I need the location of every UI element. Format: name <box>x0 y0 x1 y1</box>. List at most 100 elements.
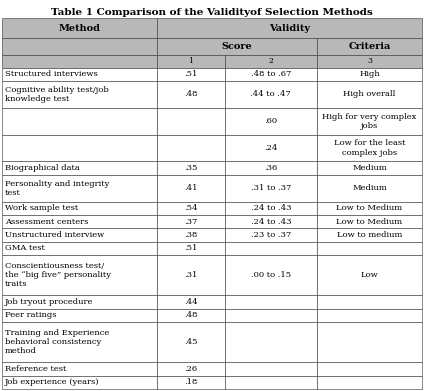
Bar <box>157 228 225 242</box>
Bar <box>317 135 422 161</box>
Bar <box>157 295 225 308</box>
Bar <box>225 362 317 376</box>
Bar <box>225 322 317 362</box>
Bar <box>2 135 157 161</box>
Bar <box>2 18 157 38</box>
Bar <box>157 18 422 38</box>
Text: .36: .36 <box>264 164 277 172</box>
Bar <box>2 215 157 228</box>
Text: .31 to .37: .31 to .37 <box>251 184 291 192</box>
Text: .00 to .15: .00 to .15 <box>251 271 291 279</box>
Bar <box>157 68 225 81</box>
Bar <box>2 322 157 362</box>
Text: Unstructured interview: Unstructured interview <box>5 231 104 239</box>
Bar <box>157 81 225 108</box>
Bar <box>225 295 317 308</box>
Text: Validity: Validity <box>269 24 310 33</box>
Bar <box>225 376 317 389</box>
Bar <box>157 161 225 175</box>
Text: .60: .60 <box>264 117 277 125</box>
Text: Low for the least
complex jobs: Low for the least complex jobs <box>334 140 405 157</box>
Bar <box>225 255 317 295</box>
Bar <box>2 38 157 55</box>
Bar <box>317 228 422 242</box>
Bar <box>2 81 157 108</box>
Bar <box>157 215 225 228</box>
Bar <box>2 202 157 215</box>
Bar <box>2 68 157 81</box>
Bar <box>317 175 422 202</box>
Bar <box>157 362 225 376</box>
Bar <box>157 308 225 322</box>
Bar <box>317 81 422 108</box>
Text: Training and Experience
behavioral consistency
method: Training and Experience behavioral consi… <box>5 329 109 355</box>
Bar <box>2 308 157 322</box>
Text: .45: .45 <box>184 338 198 346</box>
Bar <box>317 108 422 135</box>
Bar <box>225 55 317 68</box>
Text: .37: .37 <box>184 218 198 226</box>
Bar <box>225 161 317 175</box>
Text: .54: .54 <box>184 204 198 212</box>
Bar <box>225 202 317 215</box>
Text: Table 1 Comparison of the Validityof Selection Methods: Table 1 Comparison of the Validityof Sel… <box>51 8 373 17</box>
Text: .41: .41 <box>184 184 198 192</box>
Bar <box>2 161 157 175</box>
Text: .48: .48 <box>184 90 198 99</box>
Bar <box>157 108 225 135</box>
Bar <box>157 202 225 215</box>
Text: .44 to .47: .44 to .47 <box>251 90 291 99</box>
Text: Personality and integrity
test: Personality and integrity test <box>5 179 109 197</box>
Text: Low to Medium: Low to Medium <box>336 204 402 212</box>
Bar <box>2 376 157 389</box>
Text: Medium: Medium <box>352 164 387 172</box>
Bar <box>2 255 157 295</box>
Text: 1: 1 <box>189 57 193 65</box>
Bar <box>225 308 317 322</box>
Text: .24 to .43: .24 to .43 <box>251 204 291 212</box>
Text: Low to Medium: Low to Medium <box>336 218 402 226</box>
Text: Job tryout procedure: Job tryout procedure <box>5 298 93 306</box>
Bar <box>157 55 225 68</box>
Bar <box>157 175 225 202</box>
Text: .18: .18 <box>184 378 198 386</box>
Bar <box>225 242 317 255</box>
Text: .51: .51 <box>184 70 198 79</box>
Bar <box>225 68 317 81</box>
Bar <box>317 362 422 376</box>
Text: Low to medium: Low to medium <box>337 231 402 239</box>
Text: Low: Low <box>361 271 378 279</box>
Bar <box>225 215 317 228</box>
Text: Criteria: Criteria <box>348 42 391 51</box>
Text: .26: .26 <box>184 365 198 373</box>
Bar <box>157 242 225 255</box>
Bar <box>317 38 422 55</box>
Bar <box>317 161 422 175</box>
Text: High: High <box>359 70 380 79</box>
Text: .51: .51 <box>184 244 198 253</box>
Bar <box>2 362 157 376</box>
Text: High overall: High overall <box>343 90 396 99</box>
Bar <box>317 202 422 215</box>
Text: Biographical data: Biographical data <box>5 164 80 172</box>
Bar <box>317 308 422 322</box>
Bar <box>225 175 317 202</box>
Text: 2: 2 <box>268 57 273 65</box>
Bar <box>2 175 157 202</box>
Bar <box>225 228 317 242</box>
Bar <box>157 376 225 389</box>
Bar <box>317 215 422 228</box>
Text: Score: Score <box>222 42 253 51</box>
Text: .24: .24 <box>264 144 277 152</box>
Bar <box>317 242 422 255</box>
Bar <box>2 108 157 135</box>
Text: .44: .44 <box>184 298 198 306</box>
Bar <box>317 322 422 362</box>
Text: .48 to .67: .48 to .67 <box>251 70 291 79</box>
Text: .23 to .37: .23 to .37 <box>251 231 291 239</box>
Bar <box>2 242 157 255</box>
Text: .35: .35 <box>184 164 198 172</box>
Text: Peer ratings: Peer ratings <box>5 311 56 319</box>
Text: 3: 3 <box>367 57 372 65</box>
Text: Job experience (years): Job experience (years) <box>5 378 100 386</box>
